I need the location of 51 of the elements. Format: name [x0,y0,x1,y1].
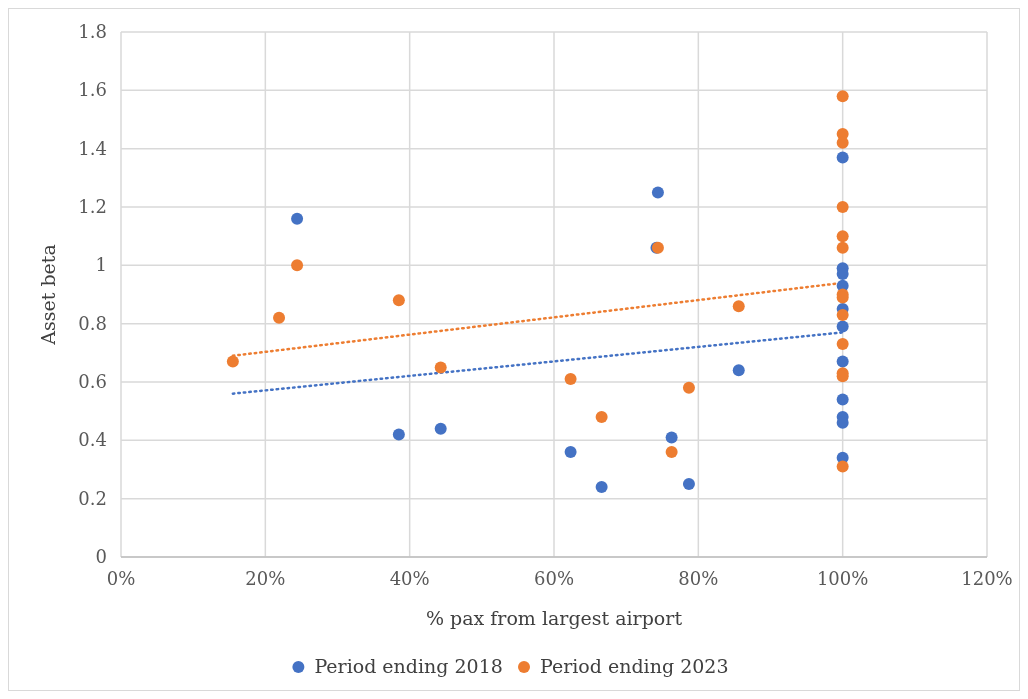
point [836,320,849,333]
x-tick-label: 100% [816,568,869,589]
y-tick-label: 0.6 [78,371,107,392]
point [665,431,678,444]
point [836,201,849,213]
point [291,212,304,225]
y-tick-label: 0.4 [78,429,107,451]
x-tick-label: 60% [533,568,575,589]
y-axis-title: Asset beta [37,244,59,346]
point [836,338,849,351]
point [226,355,239,368]
y-tick-label: 0.2 [78,487,107,509]
point [434,422,447,435]
point [836,393,849,406]
y-tick-label: 1.2 [78,196,107,217]
x-axis-title: % pax from largest airport [425,607,683,629]
legend-label: Period ending 2018 [314,655,503,677]
legend-label: Period ending 2023 [540,655,729,677]
y-tick-label: 0 [95,546,107,567]
y-tick-label: 1 [95,254,107,276]
y-tick-label: 0.8 [78,312,107,334]
point [564,373,577,386]
point [682,381,695,394]
point [392,294,405,307]
point [836,460,849,473]
point [273,311,286,324]
point [732,364,745,377]
y-tick-label: 1.6 [78,79,107,101]
point [836,151,849,164]
x-tick-label: 40% [389,568,430,589]
point [392,428,405,441]
y-tick-label: 1.8 [78,21,107,42]
point [291,259,304,272]
point [595,481,608,493]
point [595,411,608,423]
point [732,300,745,313]
point [564,446,577,458]
x-tick-label: 80% [678,568,719,589]
point [836,90,849,103]
point [434,361,447,374]
point [836,308,849,321]
x-tick-label: 20% [245,568,286,589]
point [836,355,849,368]
point [665,446,678,458]
y-tick-label: 1.4 [78,137,107,159]
point [682,478,695,491]
point [651,186,664,199]
point [836,230,849,243]
x-tick-label: 120% [961,568,1013,589]
x-tick-label: 0% [106,568,136,589]
point [836,241,849,254]
